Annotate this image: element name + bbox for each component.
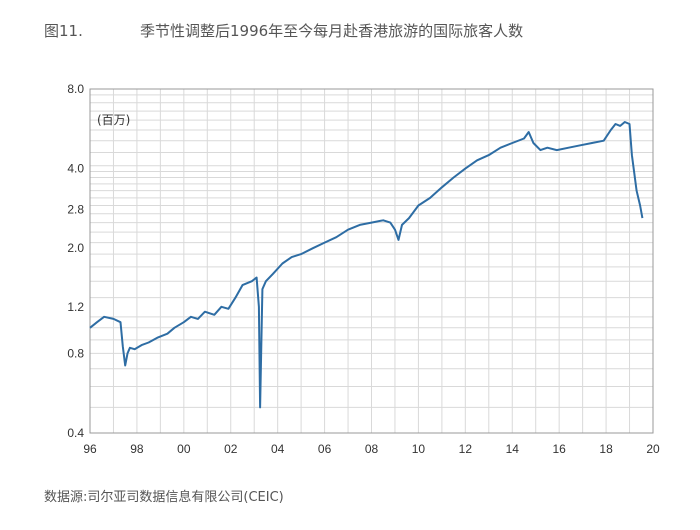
x-tick-label: 08 xyxy=(365,442,379,456)
y-tick-label: 2.0 xyxy=(67,241,84,255)
x-tick-label: 06 xyxy=(318,442,332,456)
x-tick-label: 02 xyxy=(224,442,238,456)
x-tick-label: 16 xyxy=(552,442,566,456)
chart-title: 季节性调整后1996年至今每月赴香港旅游的国际旅客人数 xyxy=(140,22,524,40)
x-tick-label: 00 xyxy=(177,442,191,456)
y-tick-label: 0.4 xyxy=(67,426,84,440)
series-layer xyxy=(89,121,644,409)
y-tick-label: 2.8 xyxy=(67,203,84,217)
x-tick-label: 18 xyxy=(599,442,613,456)
line-chart: 0.4 0.8 1.2 2.0 2.8 4.0 8.0 96 98 00 02 04 06 08 10 12 1… xyxy=(67,82,660,456)
y-tick-label: 1.2 xyxy=(67,300,84,314)
x-tick-label: 04 xyxy=(271,442,285,456)
source-note: 数据源:司尔亚司数据信息有限公司(CEIC) xyxy=(44,490,284,505)
x-tick-label: 96 xyxy=(83,442,97,456)
x-tick-label: 10 xyxy=(412,442,426,456)
x-tick-label: 98 xyxy=(130,442,144,456)
x-tick-label: 14 xyxy=(506,442,520,456)
y-tick-label: 4.0 xyxy=(67,162,84,176)
y-tick-label: 8.0 xyxy=(67,82,84,96)
x-tick-label: 20 xyxy=(646,442,660,456)
unit-label: (百万) xyxy=(97,113,130,127)
axes: 0.4 0.8 1.2 2.0 2.8 4.0 8.0 96 98 00 02 04 06 08 10 12 1… xyxy=(67,82,660,456)
grid xyxy=(90,89,653,433)
x-tick-label: 12 xyxy=(459,442,473,456)
figure-label: 图11. xyxy=(44,22,83,40)
plot-frame xyxy=(89,88,654,434)
series-line xyxy=(89,121,644,409)
y-tick-label: 0.8 xyxy=(67,346,84,360)
